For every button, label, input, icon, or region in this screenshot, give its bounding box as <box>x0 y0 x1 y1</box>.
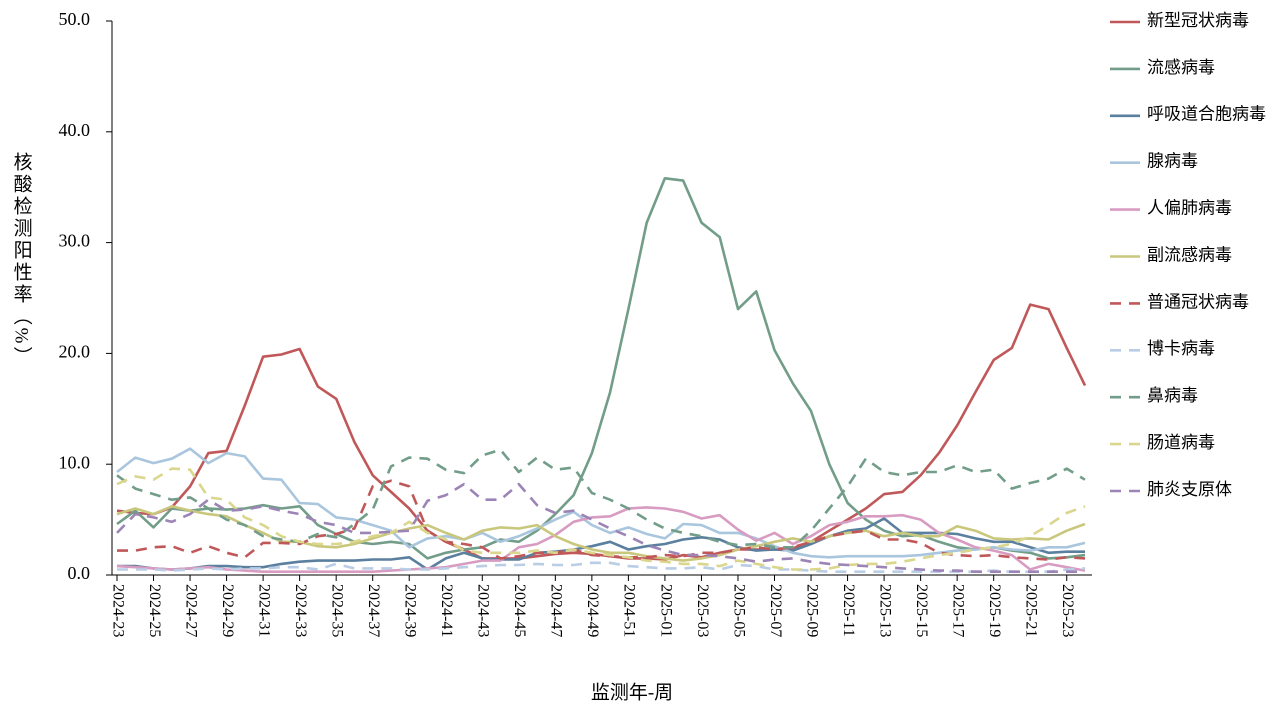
y-tick-label: 50.0 <box>59 9 91 29</box>
x-tick-label: 2024-25 <box>146 584 163 637</box>
x-tick-label: 2025-05 <box>730 584 747 637</box>
legend-label: 新型冠状病毒 <box>1147 11 1249 30</box>
series-line <box>117 561 1086 573</box>
series-line <box>116 506 1086 573</box>
legend-label: 腺病毒 <box>1147 152 1198 171</box>
x-tick-label: 2025-15 <box>913 584 930 637</box>
x-tick-label: 2024-27 <box>182 584 199 637</box>
x-tick-label: 2024-39 <box>402 584 419 637</box>
x-tick-label: 2025-23 <box>1059 584 1076 637</box>
x-tick-label: 2025-03 <box>694 584 711 637</box>
legend-label: 流感病毒 <box>1147 58 1215 77</box>
x-tick-label: 2024-33 <box>292 584 309 637</box>
x-tick-label: 2025-19 <box>986 584 1003 637</box>
y-tick-label: 0.0 <box>68 563 91 583</box>
series-line <box>117 479 1086 561</box>
series-line <box>116 505 1086 562</box>
legend-label: 普通冠状病毒 <box>1147 292 1249 311</box>
x-tick-label: 2025-21 <box>1023 584 1040 637</box>
x-tick-label: 2025-17 <box>949 584 966 637</box>
x-tick-label: 2024-35 <box>328 584 345 637</box>
series-line <box>116 303 1087 561</box>
legend-label: 肺炎支原体 <box>1147 480 1232 499</box>
x-tick-label: 2024-43 <box>475 584 492 637</box>
x-tick-label: 2024-31 <box>255 584 272 637</box>
x-tick-label: 2024-23 <box>109 584 126 637</box>
x-tick-label: 2025-11 <box>840 584 857 637</box>
series-line <box>116 447 1086 559</box>
x-tick-label: 2024-47 <box>548 584 565 637</box>
x-tick-label: 2024-29 <box>219 584 236 637</box>
x-axis-title: 监测年-周 <box>591 681 673 703</box>
y-tick-label: 30.0 <box>59 231 91 251</box>
legend-label: 呼吸道合胞病毒 <box>1147 105 1266 124</box>
legend-label: 肠道病毒 <box>1147 433 1215 452</box>
y-tick-label: 20.0 <box>59 342 91 362</box>
x-tick-label: 2025-07 <box>767 584 784 637</box>
x-tick-label: 2024-37 <box>365 584 382 637</box>
y-axis-title: 核酸检测阳性率（%） <box>11 151 33 368</box>
y-tick-label: 40.0 <box>59 120 91 140</box>
series-line <box>116 177 1086 560</box>
x-tick-label: 2024-51 <box>621 584 638 637</box>
series-line <box>116 448 1086 549</box>
legend-label: 人偏肺病毒 <box>1147 199 1232 218</box>
x-tick-label: 2024-49 <box>584 584 601 637</box>
legend-label: 鼻病毒 <box>1147 386 1198 405</box>
x-tick-label: 2025-09 <box>803 584 820 637</box>
x-tick-label: 2024-41 <box>438 584 455 637</box>
series-line <box>116 467 1086 571</box>
x-tick-label: 2024-45 <box>511 584 528 637</box>
x-tick-label: 2025-01 <box>657 584 674 637</box>
legend-label: 副流感病毒 <box>1147 245 1232 264</box>
y-tick-label: 10.0 <box>59 452 91 472</box>
series-line <box>116 482 1085 573</box>
legend-label: 博卡病毒 <box>1147 339 1215 358</box>
series-line <box>117 517 1085 571</box>
x-tick-label: 2025-13 <box>876 584 893 637</box>
